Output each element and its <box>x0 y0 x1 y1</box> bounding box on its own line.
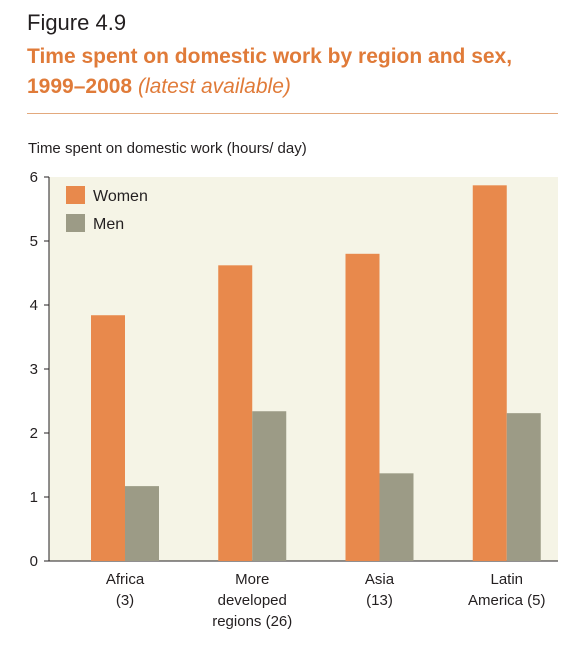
x-category-label: Latin <box>490 571 523 588</box>
y-tick-label: 2 <box>30 425 38 442</box>
bar-women-0 <box>91 315 125 561</box>
y-tick-label: 5 <box>30 233 38 250</box>
legend-label-men: Men <box>93 216 124 233</box>
legend-swatch-men <box>66 214 85 232</box>
figure-label: Figure 4.9 <box>27 10 127 35</box>
y-tick-label: 6 <box>30 169 38 186</box>
x-category-label: (3) <box>116 592 134 609</box>
legend-swatch-women <box>66 186 85 204</box>
x-category-label: More <box>235 571 269 588</box>
title-main: Time spent on domestic work by region an… <box>27 45 513 98</box>
bar-women-2 <box>345 253 380 562</box>
x-category-label: (13) <box>366 592 393 609</box>
x-category-label: Asia <box>365 571 395 588</box>
y-tick-label: 1 <box>30 489 38 506</box>
x-category-label: developed <box>218 592 287 609</box>
x-category-label: America (5) <box>468 592 546 609</box>
bar-men-3 <box>506 413 541 561</box>
x-category-label: regions (26) <box>212 613 292 630</box>
y-tick-label: 0 <box>30 553 38 570</box>
y-tick-label: 3 <box>30 361 38 378</box>
title-sub: (latest available) <box>137 75 291 98</box>
title-rule <box>27 113 558 114</box>
y-axis-label: Time spent on domestic work (hours/ day) <box>28 140 307 157</box>
y-tick-label: 4 <box>30 297 38 314</box>
legend-label-women: Women <box>93 188 148 205</box>
bar-women-1 <box>218 265 253 561</box>
bar-men-0 <box>125 486 159 561</box>
bar-men-2 <box>379 473 414 561</box>
bar-women-3 <box>472 185 507 561</box>
bar-men-1 <box>252 411 287 561</box>
chart-title: Time spent on domestic work by region an… <box>27 42 557 102</box>
x-category-label: Africa <box>106 571 145 588</box>
